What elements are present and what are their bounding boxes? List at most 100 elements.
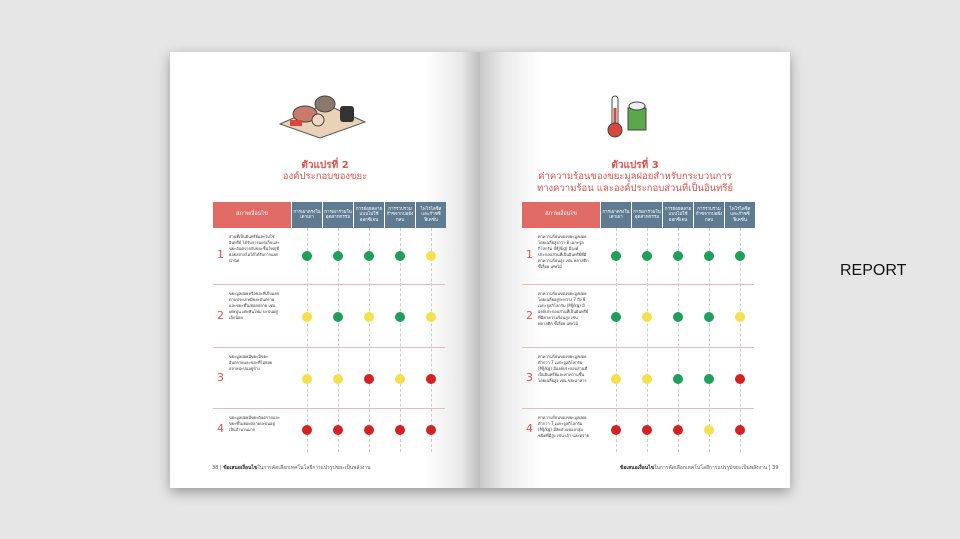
rating-dot-medium — [302, 373, 312, 384]
rating-dot-medium — [426, 311, 436, 322]
table-row: 3 ค่าความร้อนของขยะมูลฝอยต่ำกว่า 7 เมกะจู… — [522, 347, 754, 408]
column-guide — [369, 228, 370, 452]
condition-description: ขยะมูลฝอยมีขยะมีขยะอันตรายและขยะที่ไม่ย่… — [229, 354, 273, 371]
column-guide — [740, 228, 741, 452]
table-row: 4 ค่าความร้อนของขยะมูลฝอยต่ำกว่า 7 เมกะจู… — [522, 408, 754, 450]
left-page: ตัวแปรที่ 2 องค์ประกอบของขยะ 38 | ข้อเสน… — [170, 52, 480, 488]
rating-dot-poor — [302, 425, 312, 435]
rating-dot-poor — [426, 373, 436, 384]
condition-column-header: สภาพเงื่อนไข — [213, 202, 291, 228]
row-number: 4 — [217, 422, 224, 435]
rating-dot-good — [704, 251, 714, 261]
technology-column-header: ไพโรไลซิสและก๊าซซิฟิเคชั่น — [416, 202, 446, 228]
variable-subtitle: ค่าความร้อนของขยะมูลฝอยสำหรับกระบวนการ — [538, 171, 732, 182]
technology-column-header: การเผาตรงในเตาเผา — [601, 202, 631, 228]
rating-dot-good — [333, 311, 343, 322]
rating-dot-poor — [426, 425, 436, 435]
rating-dot-good — [611, 251, 621, 261]
column-guide — [709, 228, 710, 452]
table-header: สภาพเงื่อนไข การเผาตรงในเตาเผา การเผาร่วมใ… — [522, 202, 755, 228]
condition-description: ขยะมูลฝอยมีขยะอันตรายและขยะที่ไม่ย่อยสลา… — [229, 415, 280, 432]
condition-description: ส่วนที่เป็นอินทรีย์และไม่ใช่อินทรีย์ ได้… — [229, 234, 280, 263]
rating-dot-good — [302, 251, 312, 261]
rating-dot-medium — [704, 425, 714, 435]
variable-subtitle-line2: ทางความร้อน และองค์ประกอบส่วนที่เป็นอินท… — [536, 183, 734, 194]
technology-column-header: การย่อยสลายแบบไม่ใช้ออกซิเจน — [354, 202, 384, 228]
right-page: ตัวแปรที่ 3 ค่าความร้อนของขยะมูลฝอยสำหรั… — [480, 52, 790, 488]
rating-dot-medium — [735, 311, 745, 322]
column-guide — [431, 228, 432, 452]
rating-dot-good — [333, 251, 343, 261]
rating-dot-good — [395, 251, 405, 261]
page-footer: ข้อเสนอเงื่อนไขในการคัดเลือกเทคโนโลยีการ… — [620, 465, 779, 471]
row-number: 1 — [526, 248, 533, 261]
variable-subtitle: องค์ประกอบของขยะ — [282, 171, 368, 182]
rating-dot-medium — [426, 251, 436, 261]
rating-dot-medium — [611, 373, 621, 384]
table-row: 4 ขยะมูลฝอยมีขยะอันตรายและขยะที่ไม่ย่อยสล… — [213, 408, 445, 450]
column-guide — [678, 228, 679, 452]
row-number: 4 — [526, 422, 533, 435]
rating-dot-good — [704, 311, 714, 322]
page-footer: 38 | ข้อเสนอเงื่อนไขในการคัดเลือกเทคโนโล… — [212, 465, 371, 471]
condition-column-header: สภาพเงื่อนไข — [522, 202, 600, 228]
table-row: 1 ส่วนที่เป็นอินทรีย์และไม่ใช่อินทรีย์ ได… — [213, 228, 445, 284]
rating-dot-good — [364, 251, 374, 261]
technology-column-header: การเผาตรงในเตาเผา — [292, 202, 322, 228]
rating-dot-poor — [673, 425, 683, 435]
condition-description: ขยะมูลฝอยหรือขยะที่เก็บแยกตามประเภทมีขยะ… — [229, 291, 280, 320]
rating-dot-poor — [735, 425, 745, 435]
rating-dot-medium — [333, 373, 343, 384]
rating-dot-good — [642, 251, 652, 261]
table-header: สภาพเงื่อนไข การเผาตรงในเตาเผา การเผาร่วมใ… — [213, 202, 446, 228]
condition-description: ค่าความร้อนของขยะมูลฝอยต่ำกว่า 7 เมกะจูล… — [538, 354, 588, 383]
variable-title: ตัวแปรที่ 3 — [611, 160, 659, 171]
condition-description: ค่าความร้อนของขยะมูลฝอยโดยเฉลี่ยอยู่ระหว… — [538, 291, 589, 326]
condition-description: ค่าความร้อนของขยะมูลฝอยโดยเฉลี่ยสูงกว่า … — [538, 234, 589, 269]
rating-dot-medium — [364, 311, 374, 322]
column-guide — [647, 228, 648, 452]
rating-dot-good — [735, 251, 745, 261]
book-spread: ตัวแปรที่ 2 องค์ประกอบของขยะ 38 | ข้อเสน… — [170, 52, 790, 488]
technology-column-header: ไพโรไลซิสและก๊าซซิฟิเคชั่น — [725, 202, 755, 228]
rating-dot-medium — [302, 311, 312, 322]
table-row: 2 ค่าความร้อนของขยะมูลฝอยโดยเฉลี่ยอยู่ระห… — [522, 284, 754, 347]
column-guide — [400, 228, 401, 452]
table-row: 1 ค่าความร้อนของขยะมูลฝอยโดยเฉลี่ยสูงกว่า… — [522, 228, 754, 284]
column-guide — [616, 228, 617, 452]
rating-dot-poor — [611, 425, 621, 435]
thermometer-bin-illustration — [607, 95, 647, 138]
rating-dot-good — [704, 373, 714, 384]
rating-dot-poor — [333, 425, 343, 435]
rating-dot-poor — [735, 373, 745, 384]
rating-dot-poor — [395, 425, 405, 435]
rating-dot-poor — [642, 425, 652, 435]
row-number: 3 — [526, 370, 533, 384]
technology-column-header: การเผาร่วมในอุตสาหกรรม — [323, 202, 353, 228]
technology-column-header: การรวบรวมก๊าซจากบ่อฝังกลบ — [385, 202, 415, 228]
rating-dot-good — [673, 373, 683, 384]
rating-dot-good — [395, 311, 405, 322]
report-label: REPORT — [840, 262, 907, 279]
waste-pile-illustration — [278, 95, 367, 139]
rating-dot-good — [611, 311, 621, 322]
rating-dot-poor — [364, 373, 374, 384]
table-row: 2 ขยะมูลฝอยหรือขยะที่เก็บแยกตามประเภทมีขย… — [213, 284, 445, 347]
rating-dot-good — [673, 251, 683, 261]
row-number: 2 — [217, 308, 224, 322]
column-guide — [338, 228, 339, 452]
column-guide — [307, 228, 308, 452]
condition-description: ค่าความร้อนของขยะมูลฝอยต่ำกว่า 7 เมกะจูล… — [538, 415, 589, 438]
rating-dot-medium — [642, 373, 652, 384]
technology-column-header: การรวบรวมก๊าซจากบ่อฝังกลบ — [694, 202, 724, 228]
technology-column-header: การย่อยสลายแบบไม่ใช้ออกซิเจน — [663, 202, 693, 228]
rating-dot-good — [673, 311, 683, 322]
technology-column-header: การเผาร่วมในอุตสาหกรรม — [632, 202, 662, 228]
rating-dot-medium — [642, 311, 652, 322]
variable-title: ตัวแปรที่ 2 — [301, 160, 349, 171]
row-number: 1 — [217, 248, 224, 261]
row-number: 2 — [526, 308, 533, 322]
row-number: 3 — [217, 370, 224, 384]
rating-dot-poor — [364, 425, 374, 435]
table-row: 3 ขยะมูลฝอยมีขยะมีขยะอันตรายและขยะที่ไม่ย… — [213, 347, 445, 408]
